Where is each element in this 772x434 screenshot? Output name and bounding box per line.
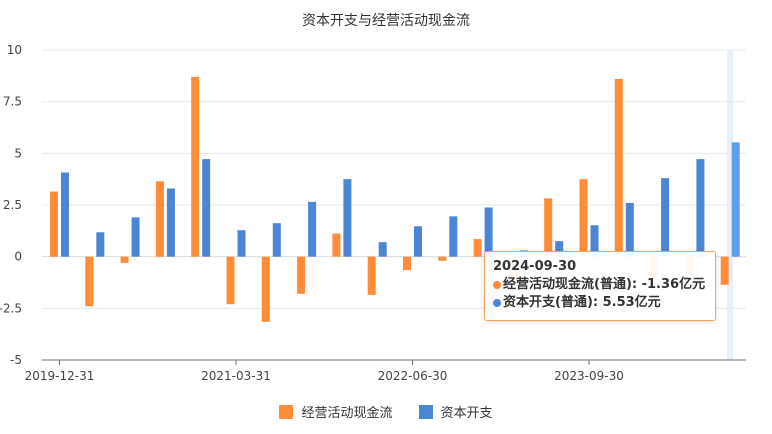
- bar-operating-cashflow-0[interactable]: [50, 191, 58, 257]
- bar-operating-cashflow-5[interactable]: [226, 256, 235, 305]
- bar-capex-5[interactable]: [237, 230, 246, 257]
- tooltip-date: 2024-09-30: [493, 259, 577, 274]
- bar-capex-3[interactable]: [166, 188, 175, 257]
- bar-capex-2[interactable]: [131, 217, 140, 257]
- legend-item-capex[interactable]: 资本开支: [418, 402, 493, 421]
- bar-operating-cashflow-12[interactable]: [473, 239, 482, 257]
- y-tick-label: 7.5: [3, 95, 22, 109]
- y-tick-label: 0: [14, 250, 22, 264]
- y-tick-label: -5: [10, 353, 22, 367]
- legend-label-capex: 资本开支: [440, 406, 493, 421]
- bar-operating-cashflow-7[interactable]: [297, 256, 306, 294]
- x-tick-label: 2022-06-30: [378, 369, 448, 383]
- tooltip-dot-blue: [493, 299, 501, 307]
- tooltip-line-capex: 资本开支(普通): 5.53亿元: [503, 295, 661, 310]
- tooltip: 2024-09-30 经营活动现金流(普通): -1.36亿元 资本开支(普通)…: [484, 251, 716, 321]
- bar-capex-11[interactable]: [449, 216, 458, 257]
- bar-capex-16[interactable]: [625, 202, 634, 257]
- bar-capex-6[interactable]: [272, 223, 281, 257]
- y-tick-label: -2.5: [0, 301, 22, 315]
- tooltip-row-operating: 经营活动现金流(普通): -1.36亿元: [493, 276, 715, 294]
- bar-operating-cashflow-2[interactable]: [120, 256, 129, 263]
- x-tick-label: 2019-12-31: [25, 369, 95, 383]
- legend-swatch-blue: [418, 404, 433, 419]
- legend: 经营活动现金流 资本开支: [0, 402, 772, 421]
- bar-operating-cashflow-16[interactable]: [614, 78, 623, 257]
- y-tick-label: 5: [14, 146, 22, 160]
- legend-label-operating-cashflow: 经营活动现金流: [301, 406, 393, 421]
- x-tick-label: 2023-09-30: [554, 369, 624, 383]
- bar-operating-cashflow-11[interactable]: [438, 256, 447, 261]
- tooltip-row-capex: 资本开支(普通): 5.53亿元: [493, 294, 715, 312]
- bar-capex-12[interactable]: [484, 207, 493, 257]
- bar-operating-cashflow-15[interactable]: [579, 179, 588, 257]
- tooltip-dot-orange: [493, 281, 501, 289]
- bar-capex-7[interactable]: [308, 201, 317, 257]
- x-tick-label: 2021-03-31: [201, 369, 271, 383]
- y-tick-label: 2.5: [3, 198, 22, 212]
- bar-operating-cashflow-10[interactable]: [403, 256, 411, 271]
- bar-operating-cashflow-3[interactable]: [155, 181, 164, 257]
- bar-operating-cashflow-14[interactable]: [544, 198, 553, 257]
- bar-capex-1[interactable]: [96, 232, 105, 257]
- bar-capex-0[interactable]: [61, 172, 69, 257]
- y-tick-label: 10: [7, 43, 22, 57]
- bar-capex-9[interactable]: [378, 242, 387, 257]
- bar-capex-8[interactable]: [343, 179, 352, 257]
- tooltip-line-operating: 经营活动现金流(普通): -1.36亿元: [503, 277, 706, 292]
- bar-capex-18[interactable]: [696, 159, 705, 257]
- bar-operating-cashflow-9[interactable]: [367, 256, 376, 295]
- hover-highlight: [727, 50, 734, 360]
- bar-operating-cashflow-8[interactable]: [332, 233, 341, 257]
- bar-operating-cashflow-4[interactable]: [191, 76, 200, 257]
- bar-capex-19[interactable]: [731, 142, 740, 257]
- bar-operating-cashflow-19[interactable]: [720, 256, 729, 285]
- legend-swatch-orange: [279, 404, 294, 419]
- bar-capex-17[interactable]: [661, 178, 670, 257]
- bar-operating-cashflow-6[interactable]: [261, 256, 270, 322]
- bar-operating-cashflow-1[interactable]: [85, 256, 94, 307]
- legend-item-operating-cashflow[interactable]: 经营活动现金流: [279, 402, 393, 421]
- chart-title: 资本开支与经营活动现金流: [302, 13, 470, 29]
- bar-capex-4[interactable]: [202, 159, 211, 257]
- bar-capex-15[interactable]: [590, 225, 599, 257]
- bar-capex-10[interactable]: [414, 226, 422, 257]
- bar-capex-14[interactable]: [555, 241, 564, 257]
